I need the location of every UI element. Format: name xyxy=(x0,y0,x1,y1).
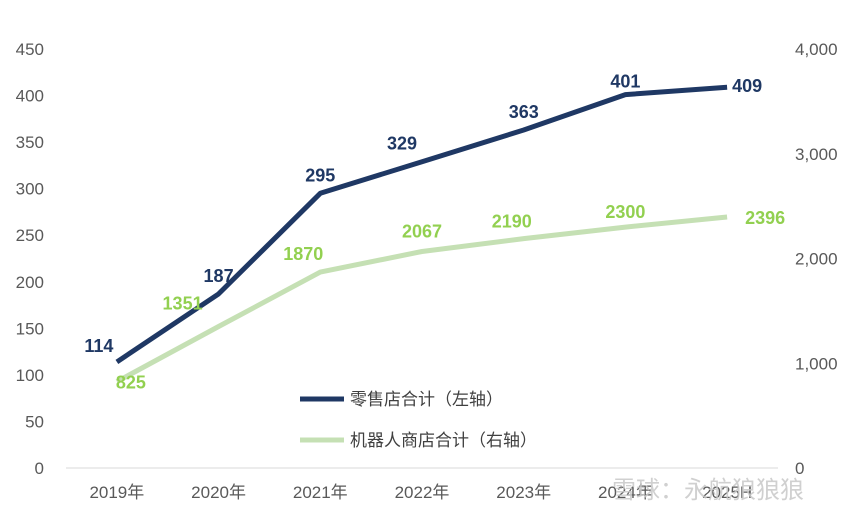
left-tick-label: 400 xyxy=(16,87,44,106)
legend: 零售店合计（左轴） 机器人商店合计（右轴） xyxy=(300,390,537,450)
left-axis: 0 50 100 150 200 250 300 350 400 450 xyxy=(16,40,44,478)
left-tick-label: 450 xyxy=(16,40,44,59)
data-label-retail: 409 xyxy=(732,76,762,96)
data-label-retail: 114 xyxy=(84,336,113,356)
data-label-robot: 1870 xyxy=(283,244,323,264)
x-tick-label: 2021年 xyxy=(293,483,348,502)
data-label-retail: 363 xyxy=(509,102,539,122)
x-tick-label: 2019年 xyxy=(89,483,144,502)
data-label-robot: 1351 xyxy=(163,293,203,313)
series-line-robot xyxy=(115,214,728,384)
x-tick-label: 2020年 xyxy=(191,483,246,502)
watermark: 雪球：永航狼狼狼 xyxy=(612,477,804,504)
legend-label-retail: 零售店合计（左轴） xyxy=(350,390,503,409)
right-tick-label: 2,000 xyxy=(795,250,838,269)
right-axis: 0 1,000 2,000 3,000 4,000 xyxy=(795,40,838,478)
right-tick-label: 3,000 xyxy=(795,145,838,164)
left-tick-label: 150 xyxy=(16,319,44,338)
data-label-retail: 295 xyxy=(305,165,335,185)
series-group xyxy=(115,84,728,384)
left-tick-label: 250 xyxy=(16,226,44,245)
right-tick-label: 0 xyxy=(795,459,804,478)
data-labels: 825 1351 1870 2067 2190 2300 2396 114 187 295 329 3… xyxy=(84,72,785,393)
left-tick-label: 100 xyxy=(16,366,44,385)
data-label-robot: 2396 xyxy=(745,208,785,228)
left-tick-label: 350 xyxy=(16,133,44,152)
x-tick-label: 2025H xyxy=(702,483,752,502)
x-tick-label: 2022年 xyxy=(395,483,450,502)
left-tick-label: 200 xyxy=(16,273,44,292)
data-label-robot: 2300 xyxy=(605,202,645,222)
right-tick-label: 4,000 xyxy=(795,40,838,59)
x-tick-label: 2023年 xyxy=(496,483,551,502)
x-axis: 2019年 2020年 2021年 2022年 2023年 2024年 2025H xyxy=(66,467,778,502)
data-label-retail: 187 xyxy=(204,266,234,286)
left-tick-label: 300 xyxy=(16,180,44,199)
data-label-robot: 825 xyxy=(116,373,146,393)
legend-label-robot: 机器人商店合计（右轴） xyxy=(350,431,537,450)
series-line-retail xyxy=(115,84,728,364)
data-label-retail: 401 xyxy=(610,72,640,92)
right-tick-label: 1,000 xyxy=(795,354,838,373)
left-tick-label: 50 xyxy=(25,412,44,431)
data-label-robot: 2190 xyxy=(492,212,532,232)
data-label-retail: 329 xyxy=(387,134,417,154)
data-label-robot: 2067 xyxy=(402,221,442,241)
x-tick-label: 2024年 xyxy=(598,483,653,502)
left-tick-label: 0 xyxy=(35,459,44,478)
